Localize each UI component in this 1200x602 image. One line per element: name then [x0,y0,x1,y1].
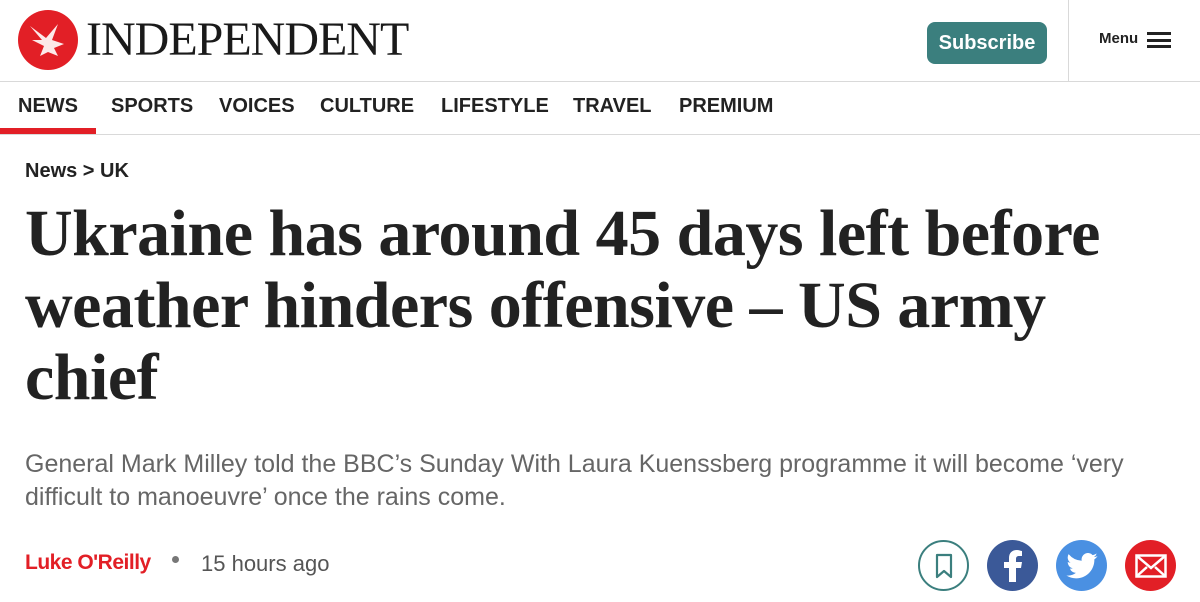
twitter-icon [1065,552,1098,578]
separator-dot [172,556,179,563]
nav-travel[interactable]: TRAVEL [573,95,652,117]
breadcrumb[interactable]: News > UK [25,160,129,182]
author-link[interactable]: Luke O'Reilly [25,551,151,574]
bookmark-icon [935,553,952,578]
facebook-icon [1003,549,1022,582]
headline: Ukraine has around 45 days left before w… [25,197,1100,414]
nav-sports[interactable]: SPORTS [111,95,194,117]
nav-culture[interactable]: CULTURE [320,95,415,117]
timestamp: 15 hours ago [201,551,330,576]
active-nav-indicator [0,128,96,134]
email-share-button[interactable] [1125,540,1176,591]
bookmark-button[interactable] [918,540,969,591]
eagle-logo-icon[interactable] [18,10,78,70]
nav-voices[interactable]: VOICES [219,95,295,117]
menu-button[interactable]: Menu [1068,0,1200,82]
menu-label: Menu [1099,30,1139,47]
section-nav: NEWS SPORTS VOICES CULTURE LIFESTYLE TRA… [0,82,1200,135]
site-header: INDEPENDENT Subscribe Menu [0,0,1200,82]
email-icon [1134,553,1167,578]
nav-premium[interactable]: PREMIUM [679,95,774,117]
standfirst: General Mark Milley told the BBC’s Sunda… [25,450,1124,511]
nav-lifestyle[interactable]: LIFESTYLE [441,95,549,117]
twitter-share-button[interactable] [1056,540,1107,591]
brand-logo[interactable]: INDEPENDENT [86,13,409,66]
nav-news[interactable]: NEWS [18,95,78,117]
hamburger-icon [1147,32,1171,48]
subscribe-button[interactable]: Subscribe [927,22,1047,64]
facebook-share-button[interactable] [987,540,1038,591]
